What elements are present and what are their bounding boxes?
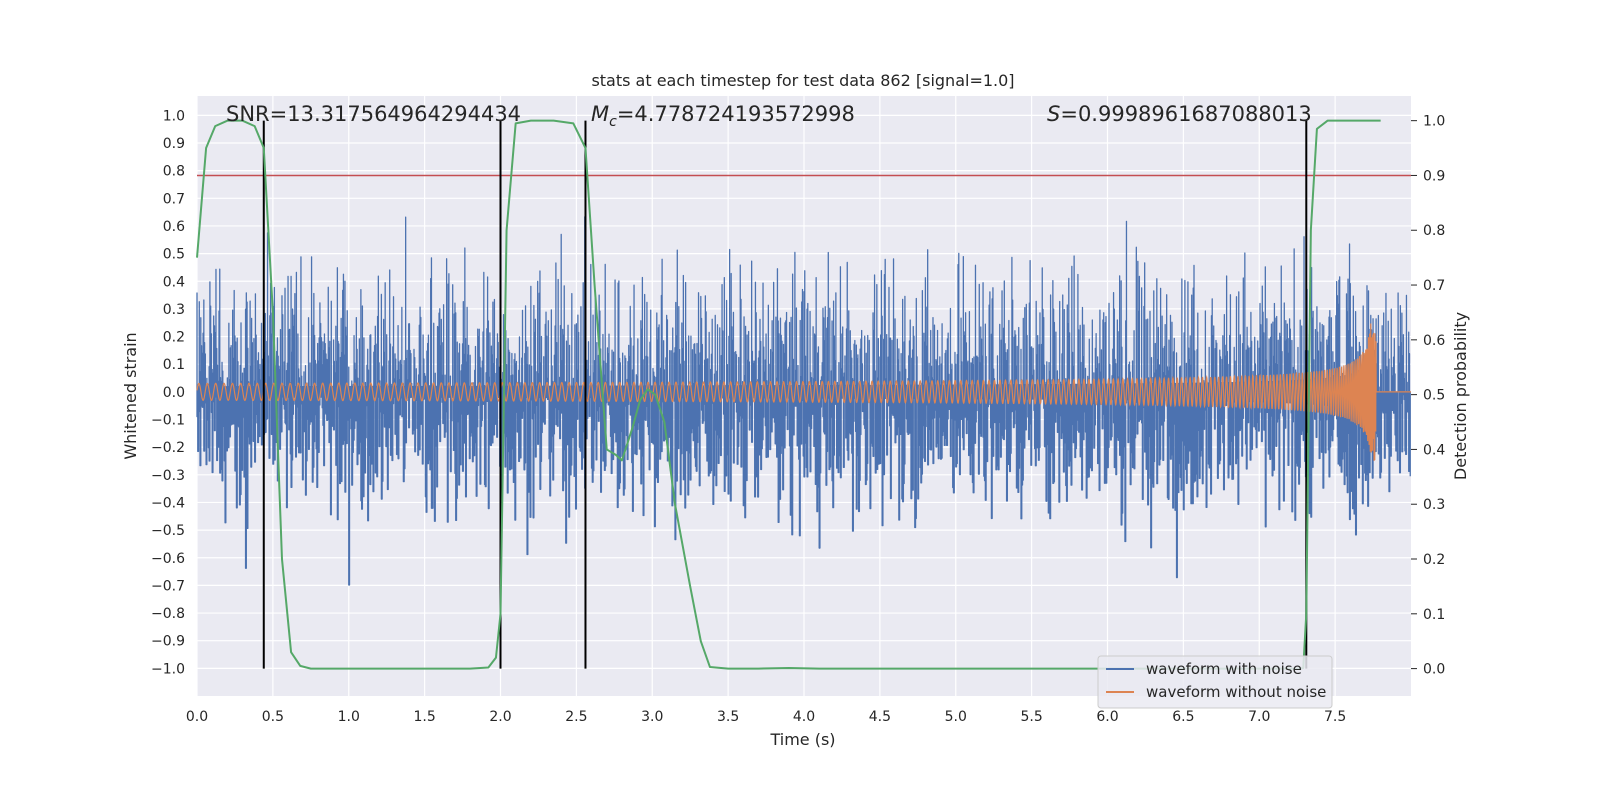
clean-waveform-series: [196, 323, 1411, 461]
x-tick-label: 0.5: [262, 709, 284, 725]
y-tick-label: 0.6: [163, 219, 185, 235]
y-tick-label: −1.0: [151, 661, 185, 677]
y-axis-label-left: Whitened strain: [121, 332, 140, 459]
legend-label-noisy: waveform with noise: [1146, 660, 1302, 678]
y-tick-label: 0.1: [163, 357, 185, 373]
score-value: =0.9998961687088013: [1060, 102, 1311, 126]
x-tick-label: 5.0: [945, 709, 967, 725]
snr-annotation: SNR=13.317564964294434: [226, 102, 521, 126]
y-right-tick-label: 0.0: [1423, 662, 1445, 678]
y-tick-label: 0.5: [163, 247, 185, 263]
y-tick-label: 1.0: [163, 108, 185, 124]
score-annotation: S=0.9998961687088013: [1047, 102, 1312, 126]
y-axis-ticks-right: 1.0 0.9 0.8 0.7 0.6 0.5 0.4 0.3 0.2 0.1 0.0: [1411, 114, 1445, 678]
y-tick-label: 0.9: [163, 136, 185, 152]
y-right-tick-label: 0.4: [1423, 442, 1445, 458]
y-tick-label: −0.5: [151, 523, 185, 539]
y-tick-label: −0.7: [151, 578, 185, 594]
chart-title: stats at each timestep for test data 862…: [591, 71, 1014, 90]
x-tick-label: 7.0: [1248, 709, 1270, 725]
x-tick-label: 3.0: [641, 709, 663, 725]
y-axis-ticks-left: 1.0 0.9 0.8 0.7 0.6 0.5 0.4 0.3 0.2 0.1 0.0 −0.1 −0.…: [151, 108, 185, 677]
chirp-mass-symbol: M: [591, 102, 609, 126]
score-symbol: S: [1047, 102, 1060, 126]
x-tick-label: 2.0: [489, 709, 511, 725]
y-right-tick-label: 0.7: [1423, 278, 1445, 294]
legend-label-clean: waveform without noise: [1146, 683, 1326, 701]
legend-frame: [1097, 655, 1333, 709]
x-tick-label: 1.5: [413, 709, 435, 725]
y-tick-label: 0.4: [163, 274, 185, 290]
y-right-tick-label: 0.9: [1423, 168, 1445, 184]
y-tick-label: −0.4: [151, 495, 185, 511]
y-right-tick-label: 0.6: [1423, 333, 1445, 349]
clean-waveform-line: [196, 323, 1411, 461]
x-tick-label: 4.5: [869, 709, 891, 725]
y-right-tick-label: 0.3: [1423, 497, 1445, 513]
y-tick-label: 0.0: [163, 385, 185, 401]
x-tick-label: 7.5: [1324, 709, 1346, 725]
y-right-tick-label: 0.2: [1423, 552, 1445, 568]
x-tick-label: 3.5: [717, 709, 739, 725]
chirp-mass-value: =4.778724193572998: [617, 102, 855, 126]
chirp-mass-subscript: c: [609, 114, 617, 130]
y-tick-label: −0.9: [151, 634, 185, 650]
y-right-tick-label: 0.5: [1423, 388, 1445, 404]
y-tick-label: 0.3: [163, 302, 185, 318]
x-tick-label: 5.5: [1020, 709, 1042, 725]
x-tick-label: 6.0: [1096, 709, 1118, 725]
y-tick-label: 0.2: [163, 330, 185, 346]
y-tick-label: −0.6: [151, 551, 185, 567]
y-axis-label-right: Detection probability: [1451, 312, 1470, 480]
y-tick-label: −0.8: [151, 606, 185, 622]
x-tick-label: 0.0: [186, 709, 208, 725]
x-axis-ticks: 0.0 0.5 1.0 1.5 2.0 2.5 3.0 3.5 4.0 4.5 5.0 5.5 6.0 6…: [186, 709, 1346, 725]
x-tick-label: 2.5: [565, 709, 587, 725]
chirp-mass-annotation: Mc=4.778724193572998: [591, 102, 855, 130]
y-right-tick-label: 0.1: [1423, 607, 1445, 623]
y-tick-label: −0.1: [151, 413, 185, 429]
y-right-tick-label: 0.8: [1423, 223, 1445, 239]
y-tick-label: −0.3: [151, 468, 185, 484]
y-right-tick-label: 1.0: [1423, 114, 1445, 130]
y-tick-label: 0.8: [163, 164, 185, 180]
y-tick-label: −0.2: [151, 440, 185, 456]
x-tick-label: 4.0: [793, 709, 815, 725]
x-axis-label: Time (s): [769, 730, 835, 749]
legend: waveform with noise waveform without noi…: [1097, 655, 1333, 709]
x-tick-label: 1.0: [338, 709, 360, 725]
y-tick-label: 0.7: [163, 191, 185, 207]
x-tick-label: 6.5: [1172, 709, 1194, 725]
